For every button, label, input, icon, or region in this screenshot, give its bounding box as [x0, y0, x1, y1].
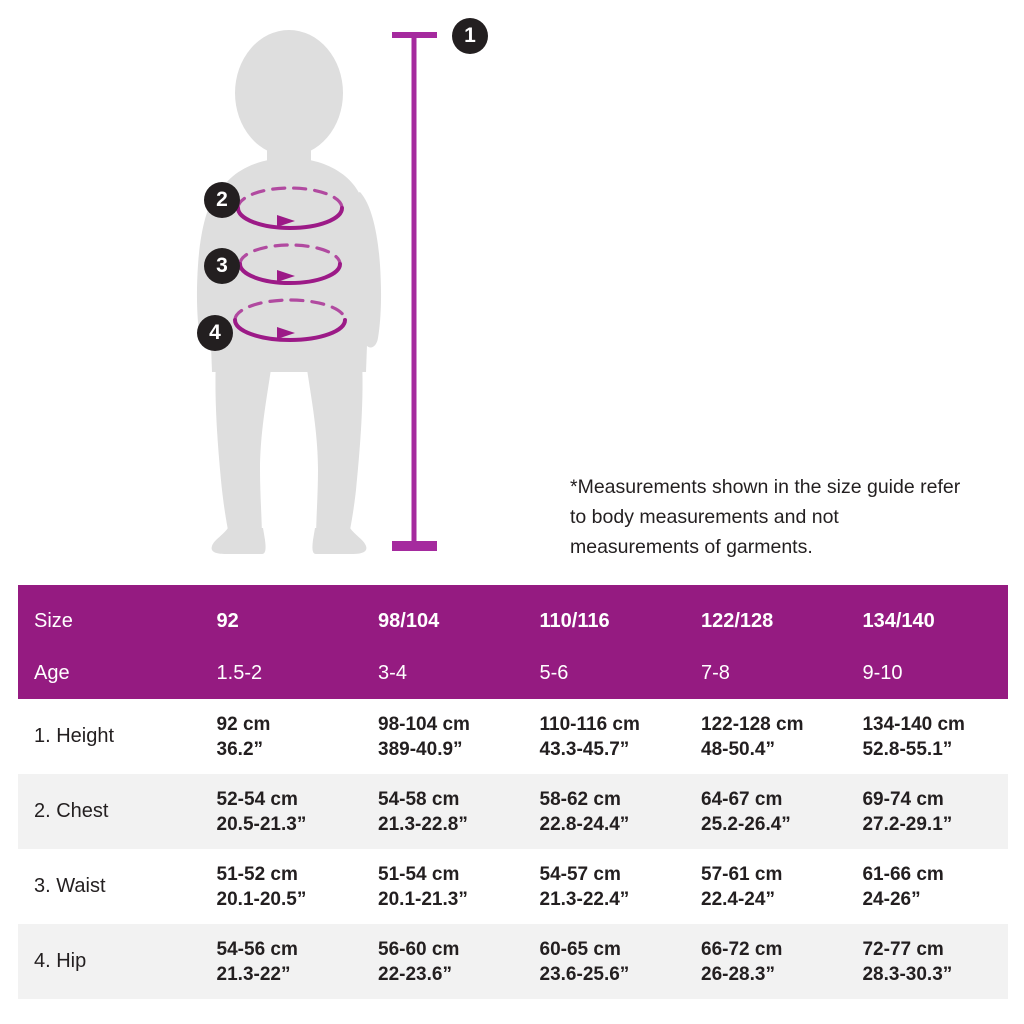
cell-waist-134-140: 61-66 cm 24-26” — [846, 849, 1008, 924]
value-cm: 51-54 cm — [378, 863, 460, 885]
cell-height-110-116: 110-116 cm 43.3-45.7” — [524, 699, 685, 774]
badge-3-waist: 3 — [204, 248, 240, 284]
header-age-3: 5-6 — [523, 647, 685, 699]
badge-4-hip: 4 — [197, 315, 233, 351]
value-inch: 20.1-21.3” — [378, 888, 468, 910]
cell-hip-92: 54-56 cm 21.3-22” — [201, 924, 362, 999]
value-cm: 54-57 cm — [539, 863, 621, 885]
cell-hip-98-104: 56-60 cm 22-23.6” — [362, 924, 523, 999]
value-cm: 66-72 cm — [701, 938, 783, 960]
cell-chest-134-140: 69-74 cm 27.2-29.1” — [846, 774, 1008, 849]
value-cm: 57-61 cm — [701, 863, 783, 885]
value-inch: 25.2-26.4” — [701, 813, 791, 835]
value-cm: 134-140 cm — [862, 713, 965, 735]
header-age-4: 7-8 — [685, 647, 847, 699]
value-inch: 22.4-24” — [701, 888, 775, 910]
waist-measure-ring — [238, 243, 342, 285]
value-cm: 122-128 cm — [701, 713, 804, 735]
value-inch: 43.3-45.7” — [539, 738, 630, 760]
size-guide-table: Size 92 98/104 110/116 122/128 134/140 A… — [18, 585, 1008, 999]
cell-waist-98-104: 51-54 cm 20.1-21.3” — [362, 849, 523, 924]
value-inch: 389-40.9” — [378, 738, 463, 760]
table-row: 3. Waist 51-52 cm 20.1-20.5” 51-54 cm 20… — [18, 849, 1008, 924]
badge-1-height: 1 — [452, 18, 488, 54]
value-inch: 22-23.6” — [378, 963, 452, 985]
value-cm: 58-62 cm — [539, 788, 621, 810]
value-inch: 26-28.3” — [701, 963, 775, 985]
value-inch: 21.3-22.4” — [539, 888, 630, 910]
value-inch: 20.1-20.5” — [216, 888, 307, 910]
body-shape — [196, 30, 382, 554]
table-row: 2. Chest 52-54 cm 20.5-21.3” 54-58 cm 21… — [18, 774, 1008, 849]
hip-measure-ring — [233, 298, 347, 342]
value-cm: 56-60 cm — [378, 938, 460, 960]
cell-waist-122-128: 57-61 cm 22.4-24” — [685, 849, 846, 924]
value-cm: 64-67 cm — [701, 788, 783, 810]
cell-hip-134-140: 72-77 cm 28.3-30.3” — [846, 924, 1008, 999]
cell-height-92: 92 cm 36.2” — [201, 699, 362, 774]
value-cm: 52-54 cm — [216, 788, 298, 810]
badge-2-chest: 2 — [204, 182, 240, 218]
header-age-label: Age — [18, 647, 201, 699]
value-cm: 69-74 cm — [862, 788, 944, 810]
value-cm: 92 cm — [216, 713, 271, 735]
value-inch: 36.2” — [216, 738, 264, 760]
header-age-1: 1.5-2 — [200, 647, 363, 699]
size-guide-diagram: 1 2 3 4 *Measurements shown in the size … — [196, 18, 961, 558]
value-inch: 21.3-22” — [216, 963, 291, 985]
cell-chest-92: 52-54 cm 20.5-21.3” — [201, 774, 362, 849]
header-size-98-104: 98/104 — [362, 585, 524, 647]
cell-height-134-140: 134-140 cm 52.8-55.1” — [846, 699, 1008, 774]
value-cm: 110-116 cm — [539, 713, 640, 735]
cell-waist-92: 51-52 cm 20.1-20.5” — [201, 849, 362, 924]
value-inch: 28.3-30.3” — [862, 963, 953, 985]
table-row: 1. Height 92 cm 36.2” 98-104 cm 389-40.9… — [18, 699, 1008, 774]
row-label-waist: 3. Waist — [34, 875, 106, 897]
header-size-92: 92 — [200, 585, 363, 647]
row-label-height: 1. Height — [34, 725, 115, 747]
cell-height-98-104: 98-104 cm 389-40.9” — [362, 699, 523, 774]
value-inch: 20.5-21.3” — [216, 813, 307, 835]
table-header-age-row: Age 1.5-2 3-4 5-6 7-8 9-10 — [18, 647, 1008, 699]
value-cm: 54-58 cm — [378, 788, 460, 810]
value-inch: 24-26” — [862, 888, 921, 910]
value-inch: 23.6-25.6” — [539, 963, 630, 985]
header-size-134-140: 134/140 — [846, 585, 1008, 647]
cell-chest-110-116: 58-62 cm 22.8-24.4” — [524, 774, 685, 849]
value-cm: 61-66 cm — [862, 863, 944, 885]
header-size-122-128: 122/128 — [685, 585, 847, 647]
value-cm: 51-52 cm — [216, 863, 298, 885]
chest-measure-ring — [236, 186, 344, 230]
cell-height-122-128: 122-128 cm 48-50.4” — [685, 699, 846, 774]
table-header-size-row: Size 92 98/104 110/116 122/128 134/140 — [18, 585, 1008, 647]
value-cm: 72-77 cm — [862, 938, 944, 960]
value-cm: 60-65 cm — [539, 938, 621, 960]
cell-chest-98-104: 54-58 cm 21.3-22.8” — [362, 774, 523, 849]
cell-waist-110-116: 54-57 cm 21.3-22.4” — [524, 849, 685, 924]
cell-hip-110-116: 60-65 cm 23.6-25.6” — [524, 924, 685, 999]
header-size-110-116: 110/116 — [523, 585, 685, 647]
value-cm: 54-56 cm — [216, 938, 298, 960]
value-cm: 98-104 cm — [378, 713, 470, 735]
header-age-2: 3-4 — [362, 647, 524, 699]
cell-chest-122-128: 64-67 cm 25.2-26.4” — [685, 774, 846, 849]
measurements-footnote: *Measurements shown in the size guide re… — [570, 476, 961, 558]
row-label-chest: 2. Chest — [34, 800, 109, 822]
header-size-label: Size — [18, 585, 201, 647]
value-inch: 48-50.4” — [701, 738, 775, 760]
value-inch: 27.2-29.1” — [862, 813, 953, 835]
value-inch: 52.8-55.1” — [862, 738, 953, 760]
height-ruler — [392, 32, 437, 551]
table-row: 4. Hip 54-56 cm 21.3-22” 56-60 cm 22-23.… — [18, 924, 1008, 999]
header-age-5: 9-10 — [846, 647, 1008, 699]
cell-hip-122-128: 66-72 cm 26-28.3” — [685, 924, 846, 999]
value-inch: 22.8-24.4” — [539, 813, 630, 835]
value-inch: 21.3-22.8” — [378, 813, 468, 835]
row-label-hip: 4. Hip — [34, 950, 87, 972]
